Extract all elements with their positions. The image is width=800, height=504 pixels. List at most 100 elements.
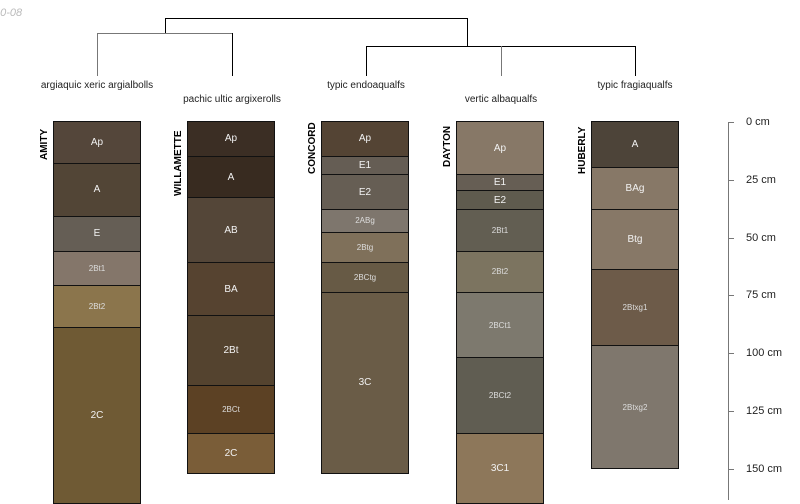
depth-tick-label: 100 cm bbox=[746, 347, 783, 360]
horizon-label: 2Bt2 bbox=[88, 302, 106, 312]
horizon-label: E2 bbox=[358, 186, 372, 198]
taxon-label: pachic ultic argixerolls bbox=[183, 94, 281, 105]
horizon-label: 2BCt1 bbox=[488, 320, 512, 330]
horizon-label: 2BCt bbox=[222, 404, 240, 414]
horizon: BAg bbox=[591, 167, 679, 210]
depth-tick-label: 25 cm bbox=[746, 173, 776, 186]
dendro-branch bbox=[467, 18, 468, 46]
horizon: BA bbox=[187, 262, 275, 317]
depth-tick bbox=[728, 122, 734, 123]
horizon-label: E1 bbox=[493, 177, 507, 189]
horizon: Ap bbox=[321, 121, 409, 157]
depth-tick-label: 125 cm bbox=[746, 405, 783, 418]
horizon-label: Btg bbox=[627, 233, 643, 245]
horizon-label: E1 bbox=[358, 159, 372, 171]
horizon-label: 2Btxg1 bbox=[622, 303, 648, 313]
horizon-label: A bbox=[631, 139, 639, 151]
horizon-label: A bbox=[227, 171, 235, 183]
horizon-label: E2 bbox=[493, 194, 507, 206]
dendro-branch bbox=[165, 18, 166, 33]
taxon-label: vertic albaqualfs bbox=[464, 94, 538, 105]
profile-name: AMITY bbox=[39, 128, 50, 160]
horizon: 2C bbox=[187, 433, 275, 474]
depth-tick bbox=[728, 411, 734, 413]
profile-name: CONCORD bbox=[307, 122, 318, 175]
horizon-label: 2Btg bbox=[356, 243, 374, 253]
profile-name: HUBERLY bbox=[577, 126, 588, 175]
horizon: E2 bbox=[456, 190, 544, 210]
horizon: Ap bbox=[187, 121, 275, 157]
horizon: Btg bbox=[591, 208, 679, 271]
horizon-label: A bbox=[93, 184, 101, 196]
horizon-label: BAg bbox=[625, 183, 645, 195]
horizon: 2Btxg2 bbox=[591, 345, 679, 469]
depth-tick bbox=[728, 468, 734, 470]
dendro-branch bbox=[165, 18, 468, 19]
horizon-label: 2BCtg bbox=[353, 273, 377, 283]
horizon: Ap bbox=[53, 121, 141, 164]
horizon: 2Bt1 bbox=[456, 208, 544, 252]
horizon: A bbox=[53, 162, 141, 217]
horizon: 2Bt2 bbox=[456, 250, 544, 294]
depth-tick bbox=[728, 353, 734, 355]
depth-tick-label: 75 cm bbox=[746, 289, 776, 302]
taxon-label: argiaquic xeric argialbolls bbox=[40, 80, 154, 91]
depth-tick-label: 150 cm bbox=[746, 462, 783, 475]
depth-axis bbox=[728, 122, 729, 500]
horizon-label: 2Bt bbox=[223, 344, 239, 356]
horizon: 2Bt bbox=[187, 315, 275, 386]
dendro-branch bbox=[501, 46, 502, 76]
horizon-label: 2Bt1 bbox=[491, 225, 509, 235]
horizon: E1 bbox=[321, 155, 409, 176]
horizon: 3C bbox=[321, 292, 409, 474]
horizon: A bbox=[591, 121, 679, 169]
depth-tick bbox=[728, 295, 734, 297]
horizon-label: 2C bbox=[90, 409, 104, 421]
depth-tick-label: 50 cm bbox=[746, 231, 776, 244]
horizon-label: 2Btxg2 bbox=[622, 402, 648, 412]
dendro-branch bbox=[635, 46, 636, 76]
horizon: 2ABg bbox=[321, 208, 409, 234]
horizon-label: 3C1 bbox=[490, 462, 510, 474]
horizon-label: 2ABg bbox=[355, 216, 375, 226]
profile-name: WILLAMETTE bbox=[173, 130, 184, 196]
horizon-label: 2Bt1 bbox=[88, 263, 106, 273]
horizon: 3C1 bbox=[456, 433, 544, 504]
horizon: AB bbox=[187, 197, 275, 264]
horizon: 2Btg bbox=[321, 232, 409, 264]
taxon-label: typic fragiaqualfs bbox=[597, 80, 673, 91]
horizon-label: 2C bbox=[224, 447, 238, 459]
profile-name: DAYTON bbox=[442, 126, 453, 168]
horizon: 2Bt2 bbox=[53, 285, 141, 328]
depth-tick-label: 0 cm bbox=[746, 116, 770, 128]
horizon: E1 bbox=[456, 174, 544, 192]
horizon-label: 2Bt2 bbox=[491, 267, 509, 277]
horizon-label: 3C bbox=[358, 377, 372, 389]
horizon: 2BCt2 bbox=[456, 356, 544, 435]
horizon-label: BA bbox=[224, 283, 238, 295]
horizon: 2Btxg1 bbox=[591, 269, 679, 347]
horizon-label: Ap bbox=[90, 136, 104, 148]
horizon: Ap bbox=[456, 121, 544, 176]
horizon: 2Bt1 bbox=[53, 250, 141, 287]
horizon-label: Ap bbox=[358, 133, 372, 145]
horizon: 2BCt1 bbox=[456, 292, 544, 358]
dendro-branch bbox=[232, 33, 233, 76]
dendro-branch bbox=[366, 46, 367, 76]
horizon: E2 bbox=[321, 174, 409, 210]
horizon-label: Ap bbox=[224, 133, 238, 145]
horizon: 2C bbox=[53, 326, 141, 504]
horizon-label: Ap bbox=[493, 142, 507, 154]
depth-tick bbox=[728, 179, 734, 181]
horizon: 2BCtg bbox=[321, 262, 409, 294]
taxon-label: typic endoaqualfs bbox=[327, 80, 405, 91]
dendro-branch bbox=[97, 33, 233, 34]
horizon: 2BCt bbox=[187, 384, 275, 435]
date-stamp: 10-08 bbox=[0, 7, 23, 19]
horizon-label: AB bbox=[224, 224, 238, 236]
depth-tick bbox=[728, 237, 734, 239]
horizon: A bbox=[187, 155, 275, 199]
dendro-branch bbox=[97, 33, 98, 76]
horizon-label: 2BCt2 bbox=[488, 391, 512, 401]
horizon-label: E bbox=[93, 228, 101, 240]
